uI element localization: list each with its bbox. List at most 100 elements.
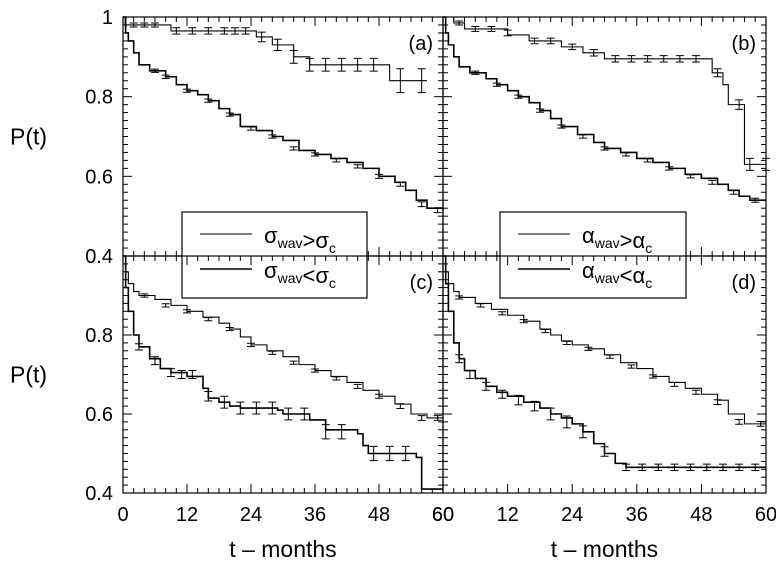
panel-c-series-2-errorbar: [204, 390, 213, 402]
panel-d-series-2-errorbar: [600, 446, 609, 457]
panel-c-series-2-errorbar: [220, 395, 229, 409]
panel-a-series-2-line: [123, 16, 444, 211]
panel-a-series-1-errorbar: [305, 57, 314, 72]
panel-b-series-2-errorbar: [622, 152, 631, 157]
panel-b-series-2-errorbar: [492, 82, 501, 87]
panel-a-ytick-label: 0.8: [85, 87, 113, 109]
panel-a-series-2-errorbar: [433, 207, 442, 214]
panel-d-series-2-errorbar: [670, 463, 679, 471]
panel-b-series-1-errorbar: [659, 55, 668, 63]
panel-b-series-2-errorbar: [600, 146, 609, 151]
panel-a-series-1-errorbar: [273, 38, 282, 51]
panel-d-series-2-line: [443, 255, 766, 469]
panel-a-series-1-errorbar: [172, 27, 181, 35]
panel-c-series-1-errorbar: [332, 376, 341, 381]
panel-b-series-2-errorbar: [535, 108, 544, 113]
panel-d-series-2-errorbar: [578, 425, 587, 439]
panel-a-series-1-line: [123, 16, 427, 82]
panel-c-series-1-errorbar: [140, 293, 149, 298]
panel-a-series-2-errorbar: [247, 126, 255, 131]
panel-a-series-2-errorbar: [417, 201, 426, 208]
panel-d-xtick-label: 12: [496, 504, 518, 526]
panel-a-series-1-errorbar: [396, 68, 405, 94]
panel-a-ytick-label: 1: [102, 7, 113, 29]
panel-a-series-1-errorbar: [369, 57, 378, 72]
panel-c-series-2-errorbar: [268, 401, 277, 415]
panel-b-series-2-errorbar: [686, 174, 695, 179]
panel-d-tag: (d): [732, 272, 756, 294]
panel-a-series-1-errorbar: [289, 49, 298, 64]
panel-b-series-1-errorbar: [546, 37, 555, 45]
panel-c-ytick-label: 0.6: [85, 404, 113, 426]
panel-a-series-2-errorbar: [311, 152, 319, 157]
panel-a-series-2-errorbar: [375, 173, 383, 179]
panel-d-series-2-errorbar: [562, 415, 571, 429]
panel-d-xtick-label: 36: [626, 504, 648, 526]
panel-a-series-2-errorbar: [396, 181, 405, 187]
panel-c-series-1-errorbar: [417, 415, 426, 421]
panel-b-series-1-errorbar: [745, 157, 754, 171]
panel-c-tag: (c): [410, 272, 433, 294]
panel-c-series-1-errorbar: [375, 393, 383, 399]
panel-d-series-2-errorbar: [622, 463, 631, 471]
panel-b-series-1-errorbar: [713, 68, 722, 78]
panel-c-ylabel: P(t): [10, 362, 47, 388]
panel-d-xlabel: t – months: [551, 536, 658, 562]
panel-c-series-2-errorbar: [337, 424, 346, 440]
panel-c-series-2-errorbar: [177, 370, 186, 379]
panel-d-series-2-errorbar: [482, 381, 491, 391]
panel-a-series-1-errorbar: [140, 22, 149, 28]
panel-c-series-1-errorbar: [183, 309, 191, 314]
panel-c-xtick-label: 0: [117, 504, 128, 526]
panel-a-legend-box: [181, 211, 368, 299]
panel-d-series-2-errorbar: [455, 354, 464, 364]
panel-c-series-2-errorbar: [135, 343, 143, 351]
panel-a-series-1-errorbar: [129, 22, 138, 28]
panel-c-xtick-label: 36: [304, 504, 326, 526]
panel-b-series-1-errorbar: [471, 26, 480, 32]
panel-d-series-2-errorbar: [546, 407, 555, 421]
panel-a-series-2-errorbar: [183, 88, 191, 93]
panel-d-series-2-errorbar: [530, 400, 539, 412]
panel-a-series-2-errorbar: [204, 98, 213, 103]
panel-a-ytick-label: 0.6: [85, 166, 113, 188]
panel-a-series-2-errorbar: [151, 68, 159, 73]
panel-b-series-1-errorbar: [627, 55, 636, 63]
panel-d-series-1-errorbar: [519, 319, 528, 324]
panel-b-series-2-errorbar: [708, 179, 717, 185]
panel-d-series-2-errorbar: [702, 463, 711, 471]
panel-d-series-2-errorbar: [686, 463, 695, 471]
panel-d-series-1-errorbar: [735, 419, 744, 425]
panel-b-series-1-errorbar: [611, 55, 620, 63]
panel-d-series-1-errorbar: [756, 421, 765, 427]
panel-d-series-1-errorbar: [670, 381, 679, 387]
panel-a-series-1-errorbar: [220, 27, 229, 35]
panel-d-xtick-label: 48: [690, 504, 712, 526]
panel-c-series-2-errorbar: [188, 370, 197, 379]
panel-d-xtick-label: 24: [561, 504, 583, 526]
panel-c-series-1-errorbar: [204, 317, 213, 322]
panel-d-series-2-errorbar: [718, 463, 727, 471]
panel-d-series-2-errorbar: [514, 394, 523, 406]
panel-b-series-2-errorbar: [643, 158, 652, 163]
panel-d-series-1-errorbar: [584, 346, 593, 351]
panel-b-series-2-errorbar: [514, 94, 523, 99]
panel-b-series-2-errorbar: [557, 124, 566, 129]
panel-d-series-2-errorbar: [498, 389, 507, 399]
panel-d-series-1-errorbar: [648, 374, 657, 379]
panel-d-xtick-label: 60: [755, 504, 776, 526]
panel-d-series-1-errorbar: [692, 389, 701, 395]
panel-b-series-1-errorbar: [675, 55, 684, 63]
panel-b-series-1-errorbar: [762, 157, 770, 171]
panel-d-series-1-errorbar: [713, 399, 722, 406]
panel-b-series-1-errorbar: [589, 49, 598, 57]
panel-b-series-1-errorbar: [487, 26, 496, 32]
panel-b-series-1-errorbar: [503, 29, 512, 37]
panel-a-ylabel: P(t): [10, 124, 47, 150]
panel-d-series-2-errorbar: [465, 370, 474, 379]
panel-c-series-2-errorbar: [300, 407, 309, 421]
panel-a-tag: (a): [409, 33, 433, 55]
panel-c-series-1-errorbar: [225, 326, 234, 332]
panel-c-series-2-errorbar: [151, 356, 159, 366]
